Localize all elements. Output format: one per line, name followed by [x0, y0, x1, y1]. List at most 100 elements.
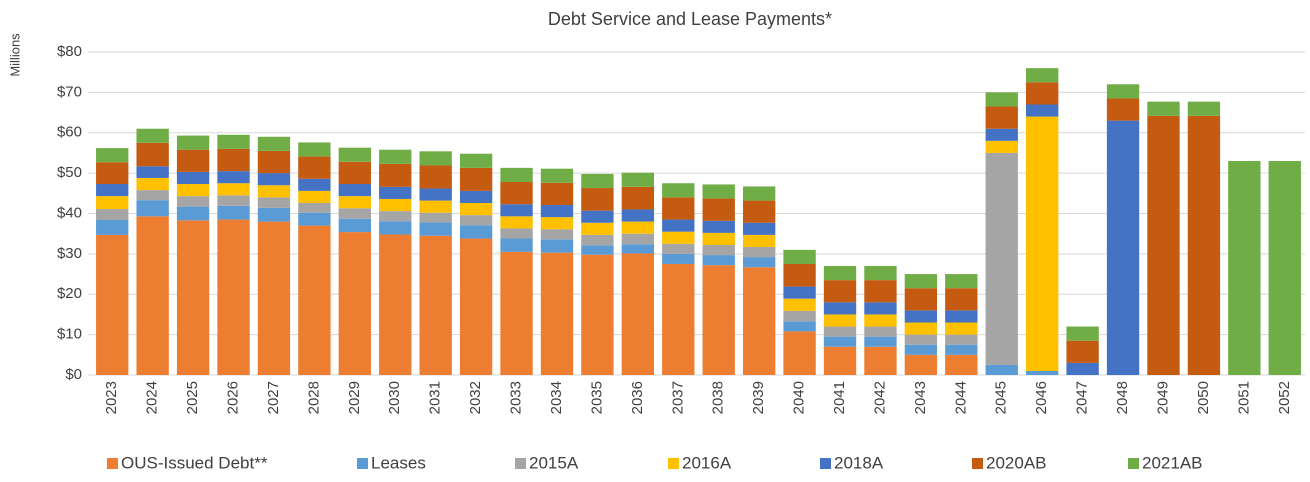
- bar-segment: [621, 221, 655, 234]
- bar-segment: [823, 314, 857, 327]
- bar-segment: [419, 165, 452, 189]
- bar-segment: [459, 153, 493, 168]
- bar-segment: [1228, 161, 1261, 375]
- legend-swatch: [357, 458, 368, 469]
- bar-segment: [419, 200, 452, 213]
- bar-segment: [662, 231, 695, 244]
- bar-segment: [904, 310, 938, 323]
- bar-segment: [823, 280, 857, 303]
- bar-segment: [500, 228, 533, 239]
- bar-segment: [338, 208, 371, 219]
- bar-segment: [702, 265, 735, 375]
- bar-segment: [581, 188, 614, 211]
- legend-swatch: [1128, 458, 1139, 469]
- legend-label: Leases: [371, 453, 426, 472]
- legend-label: 2016A: [682, 453, 732, 472]
- x-tick-label: 2047: [1074, 381, 1091, 414]
- x-tick-label: 2035: [588, 381, 605, 414]
- bar-segment: [500, 238, 533, 252]
- bar-segment: [500, 251, 533, 375]
- bar-segment: [581, 210, 614, 223]
- bar-segment: [1066, 362, 1099, 375]
- x-tick-label: 2042: [871, 381, 888, 414]
- bar-segment: [176, 149, 210, 172]
- bar-segment: [742, 267, 776, 375]
- x-tick-label: 2043: [912, 381, 929, 414]
- bar-segment: [945, 322, 978, 335]
- bar-segment: [379, 186, 412, 199]
- bar-segment: [379, 221, 412, 235]
- bar-segment: [1106, 98, 1140, 121]
- bar-segment: [217, 195, 250, 206]
- y-tick-label: $80: [57, 43, 82, 60]
- bar-segment: [1268, 161, 1301, 375]
- bar-segment: [500, 182, 533, 205]
- bar-segment: [985, 152, 1018, 365]
- y-tick-label: $50: [57, 164, 82, 181]
- y-tick-label: $60: [57, 124, 82, 141]
- bar-segment: [1026, 82, 1059, 105]
- bar-segment: [985, 364, 1018, 375]
- bar-segment: [702, 220, 735, 233]
- legend-label: 2020AB: [986, 453, 1047, 472]
- bar-segment: [1026, 68, 1059, 83]
- bar-segment: [823, 265, 857, 281]
- bar-segment: [217, 205, 250, 220]
- bar-segment: [96, 234, 129, 375]
- bar-segment: [136, 190, 169, 201]
- bar-segment: [864, 346, 897, 375]
- bar-segment: [742, 186, 776, 201]
- bar-segment: [540, 217, 574, 230]
- x-tick-label: 2028: [305, 381, 322, 414]
- bar-segment: [621, 186, 655, 210]
- bar-segment: [217, 148, 250, 172]
- y-tick-label: $20: [57, 285, 82, 302]
- bar-segment: [338, 218, 371, 233]
- bar-segment: [662, 253, 695, 264]
- bar-segment: [257, 197, 291, 208]
- bar-segment: [823, 336, 857, 347]
- x-tick-label: 2040: [791, 381, 808, 414]
- bar-segment: [419, 151, 452, 166]
- bar-segment: [500, 204, 533, 217]
- bar-segment: [904, 274, 938, 289]
- bar-segment: [217, 171, 250, 184]
- bar-segment: [985, 92, 1018, 107]
- bar-segment: [581, 254, 614, 375]
- legend-swatch: [515, 458, 526, 469]
- bar-segment: [1187, 101, 1221, 116]
- bar-segment: [742, 222, 776, 235]
- bar-segment: [581, 222, 614, 235]
- bar-segment: [702, 255, 735, 266]
- legend-label: 2021AB: [1142, 453, 1203, 472]
- y-tick-label: $70: [57, 83, 82, 100]
- bar-segment: [338, 196, 371, 209]
- bar-segment: [96, 196, 129, 210]
- bar-segment: [298, 142, 331, 157]
- bar-segment: [540, 229, 574, 240]
- bar-segment: [783, 249, 816, 264]
- bar-segment: [176, 171, 210, 185]
- bar-segment: [176, 135, 210, 150]
- bar-segment: [540, 168, 574, 183]
- x-tick-label: 2045: [993, 381, 1010, 414]
- bar-segment: [702, 244, 735, 256]
- bar-segment: [459, 190, 493, 204]
- bar-segment: [338, 147, 371, 162]
- bar-segment: [662, 219, 695, 232]
- bar-segment: [338, 161, 371, 185]
- x-tick-label: 2034: [548, 381, 565, 414]
- x-tick-label: 2052: [1276, 381, 1293, 414]
- bar-segment: [96, 219, 129, 235]
- bar-segment: [1026, 104, 1059, 117]
- bar-segment: [945, 288, 978, 311]
- bar-segment: [1066, 326, 1099, 341]
- bar-segment: [621, 253, 655, 375]
- legend-label: 2015A: [529, 453, 579, 472]
- bar-segment: [581, 173, 614, 189]
- bar-segment: [96, 184, 129, 197]
- bar-segment: [783, 331, 816, 375]
- bar-segment: [783, 263, 816, 287]
- y-tick-label: $0: [65, 366, 82, 383]
- x-tick-label: 2050: [1195, 381, 1212, 414]
